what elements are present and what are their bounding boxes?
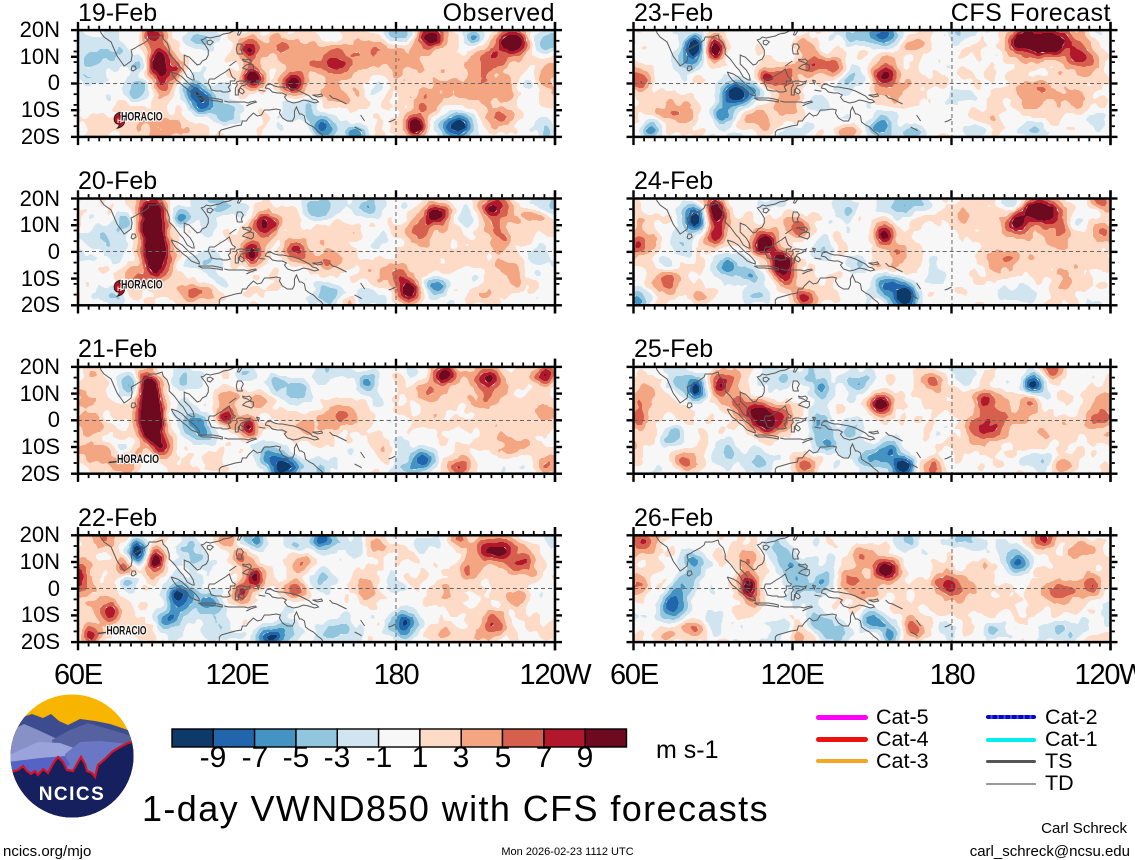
svg-text:H: H	[117, 118, 122, 125]
svg-text:HORACIO: HORACIO	[121, 280, 163, 292]
svg-text:H: H	[117, 286, 122, 293]
svg-text:HORACIO: HORACIO	[117, 454, 159, 466]
svg-text:NCICS: NCICS	[39, 784, 106, 805]
svg-text:HORACIO: HORACIO	[121, 112, 163, 124]
svg-text:HORACIO: HORACIO	[106, 625, 146, 637]
